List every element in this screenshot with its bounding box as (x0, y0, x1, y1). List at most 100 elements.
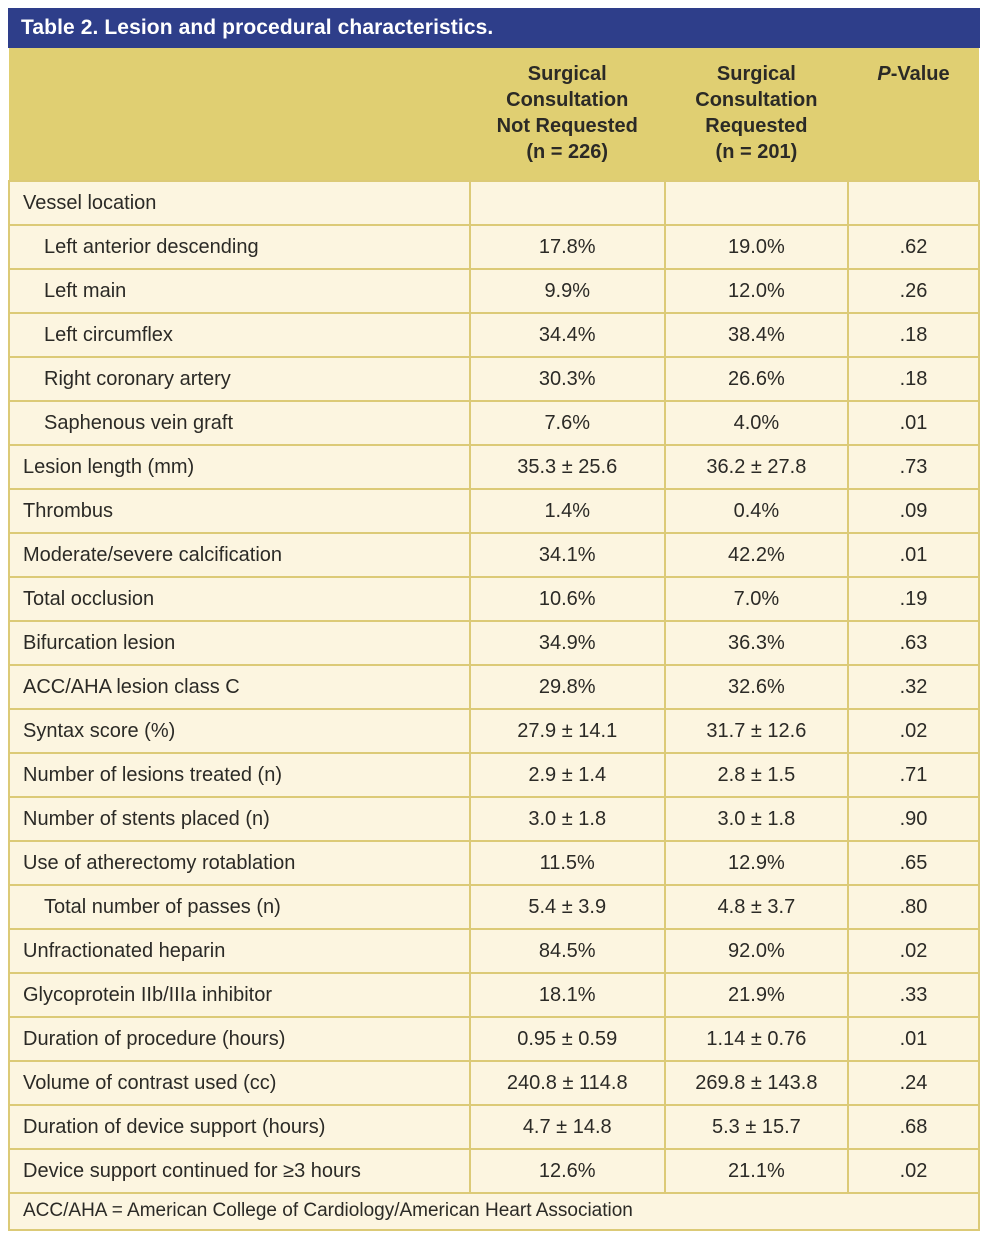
value-not-requested: 29.8% (468, 664, 666, 710)
header-col-requested: Surgical Consultation Requested (n = 201… (664, 48, 849, 181)
row-label: Thrombus (8, 488, 471, 534)
table-row: ACC/AHA lesion class C 29.8% 32.6% .32 (8, 664, 980, 710)
table-row: Unfractionated heparin 84.5% 92.0% .02 (8, 928, 980, 974)
value-requested: 12.0% (663, 268, 850, 314)
p-value: .18 (847, 312, 980, 358)
header-col-pvalue: P-Value (848, 48, 979, 181)
row-label: Left main (8, 268, 471, 314)
row-label: Vessel location (8, 180, 471, 226)
row-label: Duration of procedure (hours) (8, 1016, 471, 1062)
value-not-requested: 12.6% (468, 1148, 666, 1194)
table-title: Table 2. Lesion and procedural character… (21, 16, 494, 39)
p-value: .19 (847, 576, 980, 622)
value-requested: 1.14 ± 0.76 (663, 1016, 850, 1062)
value-not-requested: 34.4% (468, 312, 666, 358)
value-not-requested: 5.4 ± 3.9 (468, 884, 666, 930)
row-label: ACC/AHA lesion class C (8, 664, 471, 710)
p-value: .33 (847, 972, 980, 1018)
p-value: .18 (847, 356, 980, 402)
p-value: .01 (847, 1016, 980, 1062)
value-requested: 32.6% (663, 664, 850, 710)
value-requested: 4.8 ± 3.7 (663, 884, 850, 930)
table-row: Volume of contrast used (cc) 240.8 ± 114.… (8, 1060, 980, 1106)
value-requested: 36.3% (663, 620, 850, 666)
p-value: .09 (847, 488, 980, 534)
table-row: Duration of device support (hours) 4.7 ± … (8, 1104, 980, 1150)
table-row: Total occlusion 10.6% 7.0% .19 (8, 576, 980, 622)
value-requested: 5.3 ± 15.7 (663, 1104, 850, 1150)
value-not-requested: 11.5% (468, 840, 666, 886)
p-value: .24 (847, 1060, 980, 1106)
value-not-requested: 35.3 ± 25.6 (468, 444, 666, 490)
pvalue-italic-p: P (877, 63, 891, 85)
value-requested: 2.8 ± 1.5 (663, 752, 850, 798)
table-row: Device support continued for ≥3 hours 12.… (8, 1148, 980, 1194)
table-row: Total number of passes (n) 5.4 ± 3.9 4.8 ±… (8, 884, 980, 930)
row-label: Lesion length (mm) (8, 444, 471, 490)
value-requested: 7.0% (663, 576, 850, 622)
value-not-requested: 240.8 ± 114.8 (468, 1060, 666, 1106)
pvalue-label-rest: -Value (890, 63, 950, 85)
value-not-requested: 3.0 ± 1.8 (468, 796, 666, 842)
value-requested: 19.0% (663, 224, 850, 270)
lesion-characteristics-table: Surgical Consultation Not Requested (n =… (8, 48, 980, 1231)
value-not-requested: 2.9 ± 1.4 (468, 752, 666, 798)
row-label: Total occlusion (8, 576, 471, 622)
value-not-requested: 7.6% (468, 400, 666, 446)
p-value: .32 (847, 664, 980, 710)
row-label: Use of atherectomy rotablation (8, 840, 471, 886)
row-label: Number of stents placed (n) (8, 796, 471, 842)
value-requested: 4.0% (663, 400, 850, 446)
row-label: Unfractionated heparin (8, 928, 471, 974)
p-value: .80 (847, 884, 980, 930)
value-requested: 3.0 ± 1.8 (663, 796, 850, 842)
value-not-requested: 18.1% (468, 972, 666, 1018)
value-requested: 26.6% (663, 356, 850, 402)
header-label-column (9, 48, 470, 181)
table-row: Left circumflex 34.4% 38.4% .18 (8, 312, 980, 358)
p-value: .62 (847, 224, 980, 270)
row-label: Saphenous vein graft (8, 400, 471, 446)
table-row: Lesion length (mm) 35.3 ± 25.6 36.2 ± 27.8… (8, 444, 980, 490)
p-value: .68 (847, 1104, 980, 1150)
p-value: .01 (847, 400, 980, 446)
table-row: Glycoprotein IIb/IIIa inhibitor 18.1% 21.9… (8, 972, 980, 1018)
value-not-requested: 4.7 ± 14.8 (468, 1104, 666, 1150)
row-label: Left anterior descending (8, 224, 471, 270)
value-not-requested: 34.1% (468, 532, 666, 578)
footnote-row: ACC/AHA = American College of Cardiology… (8, 1192, 980, 1231)
p-value: .90 (847, 796, 980, 842)
table-row: Number of lesions treated (n) 2.9 ± 1.4 2.… (8, 752, 980, 798)
row-label: Duration of device support (hours) (8, 1104, 471, 1150)
p-value (847, 180, 980, 226)
value-not-requested: 84.5% (468, 928, 666, 974)
p-value: .71 (847, 752, 980, 798)
value-not-requested: 10.6% (468, 576, 666, 622)
value-requested: 269.8 ± 143.8 (663, 1060, 850, 1106)
table-title-bar: Table 2. Lesion and procedural character… (8, 8, 980, 48)
value-not-requested: 30.3% (468, 356, 666, 402)
p-value: .01 (847, 532, 980, 578)
row-label: Right coronary artery (8, 356, 471, 402)
value-not-requested: 9.9% (468, 268, 666, 314)
row-label: Bifurcation lesion (8, 620, 471, 666)
value-not-requested (468, 180, 666, 226)
p-value: .26 (847, 268, 980, 314)
value-not-requested: 27.9 ± 14.1 (468, 708, 666, 754)
table-footnote: ACC/AHA = American College of Cardiology… (8, 1192, 980, 1231)
table-row: Saphenous vein graft 7.6% 4.0% .01 (8, 400, 980, 446)
p-value: .73 (847, 444, 980, 490)
table-row: Thrombus 1.4% 0.4% .09 (8, 488, 980, 534)
value-requested: 31.7 ± 12.6 (663, 708, 850, 754)
row-label: Left circumflex (8, 312, 471, 358)
table-row: Vessel location (8, 180, 980, 226)
value-requested: 38.4% (663, 312, 850, 358)
header-col-not-requested: Surgical Consultation Not Requested (n =… (469, 48, 665, 181)
table-row: Right coronary artery 30.3% 26.6% .18 (8, 356, 980, 402)
table-row: Use of atherectomy rotablation 11.5% 12.9%… (8, 840, 980, 886)
table-row: Left anterior descending 17.8% 19.0% .62 (8, 224, 980, 270)
row-label: Total number of passes (n) (8, 884, 471, 930)
value-requested: 21.9% (663, 972, 850, 1018)
row-label: Moderate/severe calcification (8, 532, 471, 578)
